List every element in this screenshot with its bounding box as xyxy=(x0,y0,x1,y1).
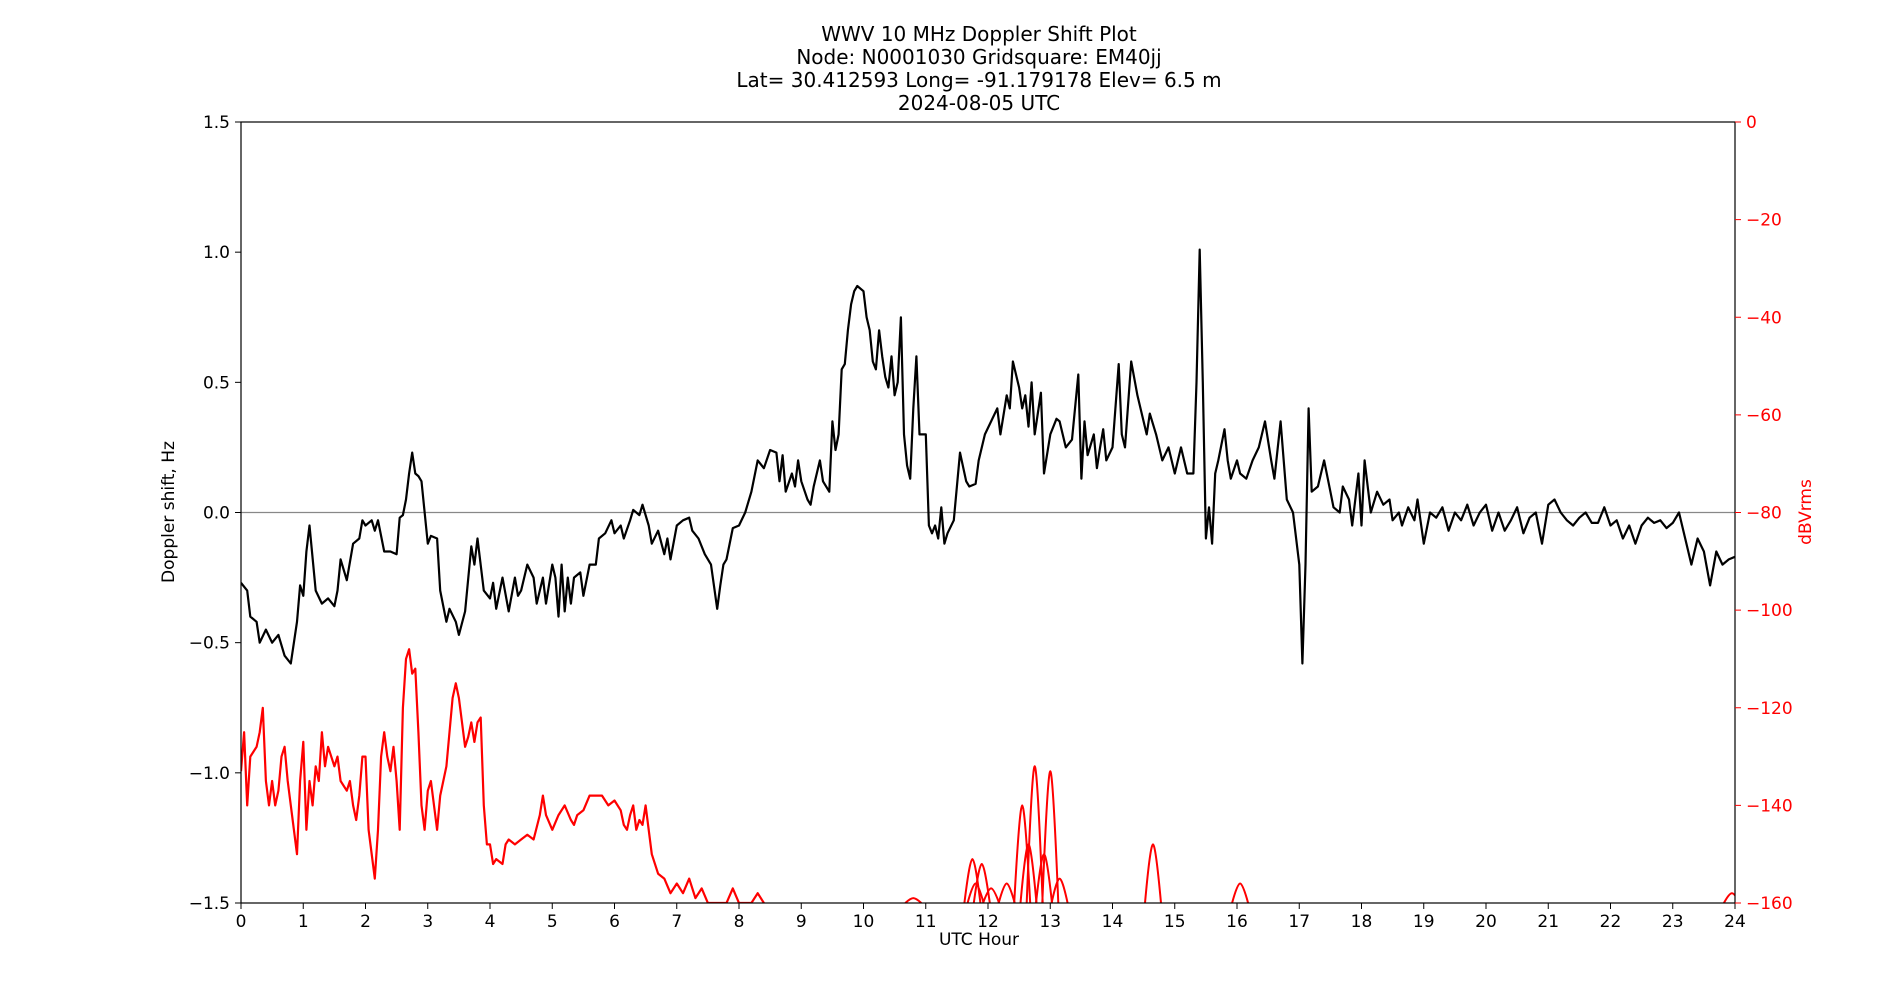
y-right-tick-label: −140 xyxy=(1746,796,1793,816)
title-line-2: Node: N0001030 Gridsquare: EM40jj xyxy=(796,45,1161,69)
y-right-tick-label: −80 xyxy=(1746,504,1782,524)
x-tick-label: 14 xyxy=(1102,912,1124,932)
y-right-tick-label: −100 xyxy=(1746,601,1793,621)
title-line-4: 2024-08-05 UTC xyxy=(898,91,1060,115)
x-tick-label: 24 xyxy=(1724,912,1746,932)
y-right-tick-label: −60 xyxy=(1746,406,1782,426)
power-spike xyxy=(904,897,922,903)
power-spike xyxy=(1025,765,1044,903)
x-tick-label: 6 xyxy=(609,912,620,932)
x-tick-label: 10 xyxy=(853,912,875,932)
power-spike xyxy=(997,882,1016,903)
x-tick-label: 11 xyxy=(915,912,937,932)
y-tick-label: −1.5 xyxy=(189,894,230,914)
y-right-tick-label: −120 xyxy=(1746,699,1793,719)
y-right-tick-label: −20 xyxy=(1746,211,1782,231)
power-spike xyxy=(1041,770,1060,903)
x-tick-label: 9 xyxy=(796,912,807,932)
power-series-line xyxy=(241,648,765,903)
x-tick-label: 22 xyxy=(1600,912,1622,932)
x-tick-label: 2 xyxy=(360,912,371,932)
power-spike xyxy=(1050,877,1069,903)
power-spike xyxy=(1231,882,1250,903)
x-tick-label: 15 xyxy=(1164,912,1186,932)
x-tick-label: 3 xyxy=(422,912,433,932)
chart-title: WWV 10 MHz Doppler Shift Plot Node: N000… xyxy=(736,22,1221,115)
x-axis-label: UTC Hour xyxy=(939,930,1019,950)
power-spike xyxy=(1144,843,1162,903)
x-tick-label: 23 xyxy=(1662,912,1684,932)
x-tick-label: 8 xyxy=(734,912,745,932)
y-right-tick-label: −160 xyxy=(1746,894,1793,914)
y-tick-label: −0.5 xyxy=(189,634,230,654)
y-axis-label-left: Doppler shift, Hz xyxy=(159,441,179,583)
y-axis-label-right: dBVrms xyxy=(1796,479,1816,545)
power-spike xyxy=(1013,804,1032,903)
x-tick-label: 1 xyxy=(298,912,309,932)
y-tick-label: −1.0 xyxy=(189,764,230,784)
y-right-tick-label: 0 xyxy=(1746,113,1757,133)
power-spike xyxy=(966,882,985,903)
series-group xyxy=(241,248,1735,903)
title-line-3: Lat= 30.412593 Long= -91.179178 Elev= 6.… xyxy=(736,68,1221,92)
power-spike xyxy=(982,887,1001,903)
y-tick-label: 0.5 xyxy=(203,373,230,393)
x-tick-label: 18 xyxy=(1351,912,1373,932)
y-axis-left: 1.5 1.0 0.5 0.0 −0.5 −1.0 −1.5 xyxy=(189,113,241,914)
x-tick-label: 13 xyxy=(1039,912,1061,932)
y-axis-right: 0 −20 −40 −60 −80 −100 −120 −140 −160 xyxy=(1735,113,1793,914)
x-axis: 0 1 2 3 4 5 6 7 8 9 10 11 12 13 14 15 16 17 18 19 20 21 22 23 24 xyxy=(236,903,1746,932)
y-right-tick-label: −40 xyxy=(1746,308,1782,328)
x-tick-label: 21 xyxy=(1537,912,1559,932)
power-spike xyxy=(972,862,991,903)
x-tick-label: 17 xyxy=(1288,912,1310,932)
title-line-1: WWV 10 MHz Doppler Shift Plot xyxy=(821,22,1137,46)
x-tick-label: 20 xyxy=(1475,912,1497,932)
y-tick-label: 1.5 xyxy=(203,113,230,133)
x-tick-label: 5 xyxy=(547,912,558,932)
x-tick-label: 12 xyxy=(977,912,999,932)
power-spike xyxy=(1723,892,1735,903)
y-tick-label: 0.0 xyxy=(203,504,230,524)
x-tick-label: 0 xyxy=(236,912,247,932)
y-tick-label: 1.0 xyxy=(203,243,230,263)
x-tick-label: 19 xyxy=(1413,912,1435,932)
x-tick-label: 16 xyxy=(1226,912,1248,932)
x-tick-label: 7 xyxy=(671,912,682,932)
doppler-series-line xyxy=(241,248,1735,665)
x-tick-label: 4 xyxy=(485,912,496,932)
